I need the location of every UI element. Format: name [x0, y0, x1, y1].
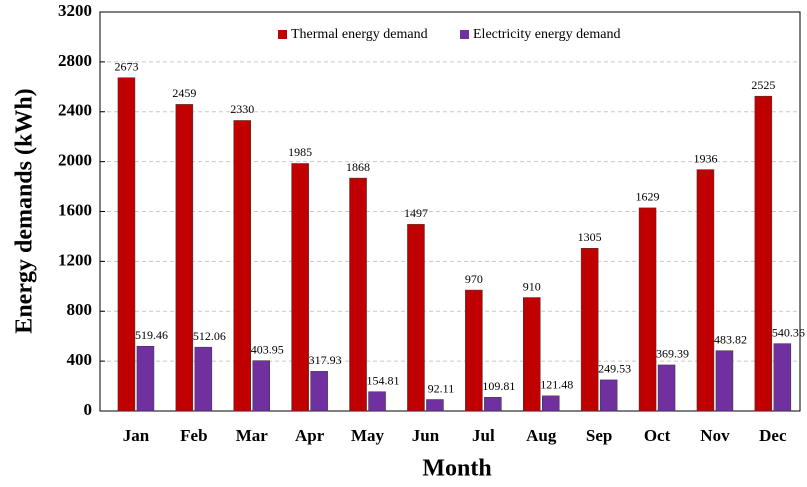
bar — [252, 360, 270, 412]
x-tick-label: Aug — [526, 426, 557, 445]
legend-label: Electricity energy demand — [473, 27, 620, 42]
data-label: 1629 — [636, 190, 660, 204]
data-label: 317.93 — [309, 353, 342, 367]
y-tick-label: 3200 — [58, 1, 92, 20]
data-label: 540.36 — [772, 325, 805, 339]
data-label: 403.95 — [251, 342, 284, 356]
legend-label: Thermal energy demand — [291, 27, 428, 42]
y-axis-label: Energy demands (kWh) — [12, 88, 38, 333]
legend-swatch — [278, 30, 287, 39]
bar — [368, 391, 386, 412]
x-tick-label: Oct — [644, 426, 671, 445]
bar — [233, 120, 251, 412]
data-label: 512.06 — [193, 329, 226, 343]
data-label: 2673 — [114, 59, 138, 73]
bar — [523, 297, 541, 412]
data-label: 2525 — [751, 78, 775, 92]
x-tick-label: Mar — [236, 426, 269, 445]
data-label: 369.39 — [656, 347, 689, 361]
plot-frame — [99, 11, 801, 412]
data-label: 109.81 — [482, 379, 515, 393]
x-tick-label: Jul — [472, 426, 495, 445]
bar — [175, 104, 194, 412]
y-tick-label: 800 — [67, 300, 93, 319]
data-label: 519.46 — [135, 328, 168, 342]
bar — [291, 163, 309, 412]
bar — [136, 345, 155, 412]
y-tick-label: 0 — [84, 400, 93, 419]
data-label: 154.81 — [367, 373, 400, 387]
bar — [310, 371, 328, 412]
x-tick-label: Nov — [700, 426, 730, 445]
data-label: 121.48 — [540, 378, 573, 392]
data-label: 970 — [465, 272, 483, 286]
data-label: 2459 — [172, 86, 196, 100]
bar — [465, 289, 483, 412]
bar — [407, 224, 425, 412]
bar — [638, 207, 657, 412]
x-tick-label: Dec — [759, 426, 787, 445]
data-label: 1305 — [578, 230, 602, 244]
data-label: 1868 — [346, 160, 370, 174]
x-tick-label: Jun — [412, 426, 440, 445]
data-label: 1497 — [404, 206, 428, 220]
bar — [117, 77, 136, 412]
data-label: 483.82 — [714, 332, 747, 346]
data-label: 1985 — [288, 145, 312, 159]
legend-swatch — [460, 30, 469, 39]
bar — [657, 364, 676, 412]
y-tick-label: 1200 — [58, 250, 92, 269]
y-tick-label: 400 — [67, 350, 93, 369]
y-tick-label: 2800 — [58, 51, 92, 70]
y-tick-label: 1600 — [58, 200, 92, 219]
bar — [542, 395, 560, 412]
bar — [599, 379, 618, 412]
bar — [773, 343, 792, 412]
x-tick-label: May — [351, 426, 385, 445]
bar — [426, 399, 444, 412]
x-tick-label: Apr — [295, 426, 325, 445]
bar — [715, 350, 734, 412]
x-tick-label: Sep — [586, 426, 612, 445]
data-label: 2330 — [230, 102, 254, 116]
bar — [580, 248, 599, 412]
data-label: 1936 — [693, 151, 717, 165]
x-tick-label: Feb — [180, 426, 207, 445]
data-label: 92.11 — [428, 381, 455, 395]
bar — [754, 95, 773, 412]
bar — [194, 346, 213, 412]
bar — [349, 177, 367, 412]
bar — [696, 169, 715, 412]
data-label: 249.53 — [598, 362, 631, 376]
x-tick-label: Jan — [123, 426, 150, 445]
bar — [484, 397, 502, 412]
y-tick-label: 2000 — [58, 151, 92, 170]
data-label: 910 — [523, 279, 541, 293]
x-axis-label: Month — [422, 456, 491, 482]
y-tick-label: 2400 — [58, 101, 92, 120]
